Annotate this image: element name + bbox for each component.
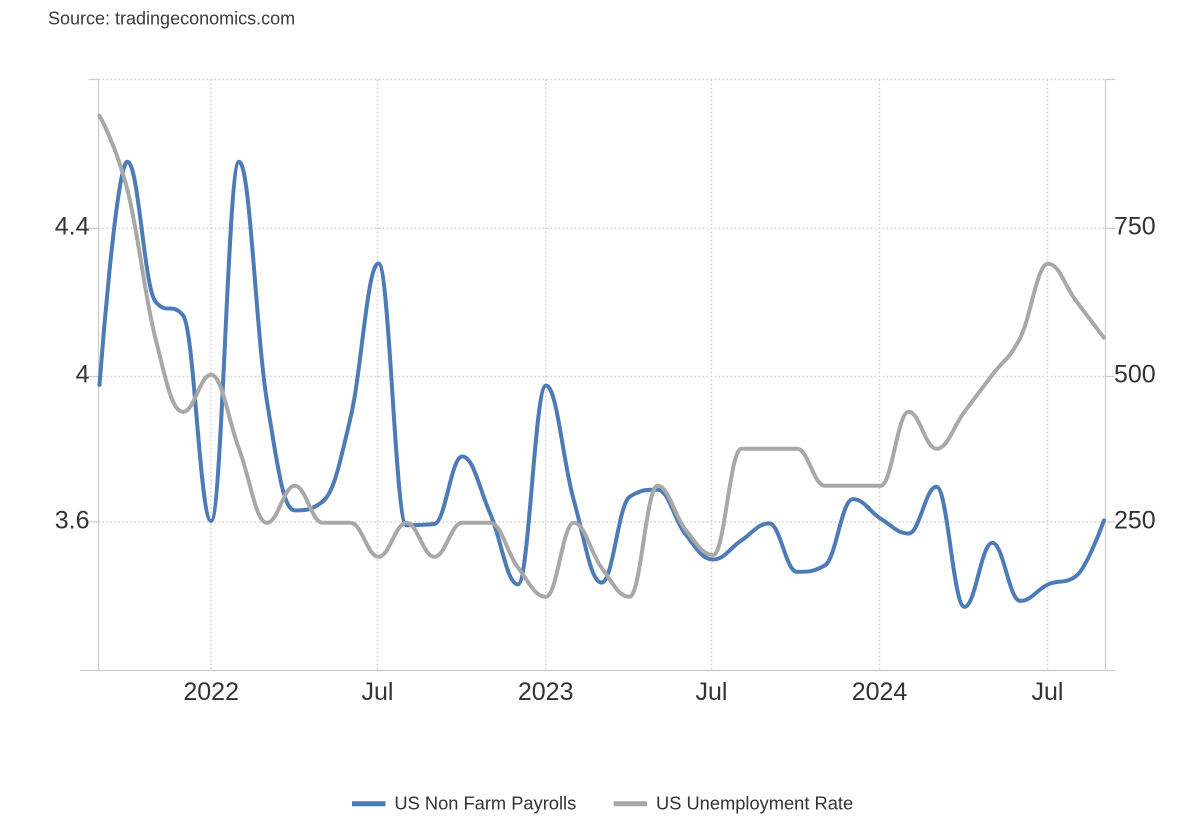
svg-text:4: 4 — [76, 361, 90, 389]
svg-text:US Unemployment Rate: US Unemployment Rate — [656, 793, 853, 814]
svg-text:Jul: Jul — [696, 678, 728, 706]
svg-text:4.4: 4.4 — [55, 212, 90, 240]
svg-text:2022: 2022 — [183, 678, 239, 706]
svg-text:2024: 2024 — [852, 678, 908, 706]
svg-text:2023: 2023 — [518, 678, 574, 706]
svg-text:750: 750 — [1114, 212, 1156, 240]
svg-text:Jul: Jul — [362, 678, 394, 706]
svg-text:Jul: Jul — [1032, 678, 1064, 706]
svg-text:Source: tradingeconomics.com: Source: tradingeconomics.com — [48, 8, 295, 28]
svg-text:3.6: 3.6 — [55, 506, 90, 534]
svg-text:500: 500 — [1114, 361, 1156, 389]
svg-text:US Non Farm Payrolls: US Non Farm Payrolls — [394, 793, 576, 814]
svg-text:250: 250 — [1114, 506, 1156, 534]
